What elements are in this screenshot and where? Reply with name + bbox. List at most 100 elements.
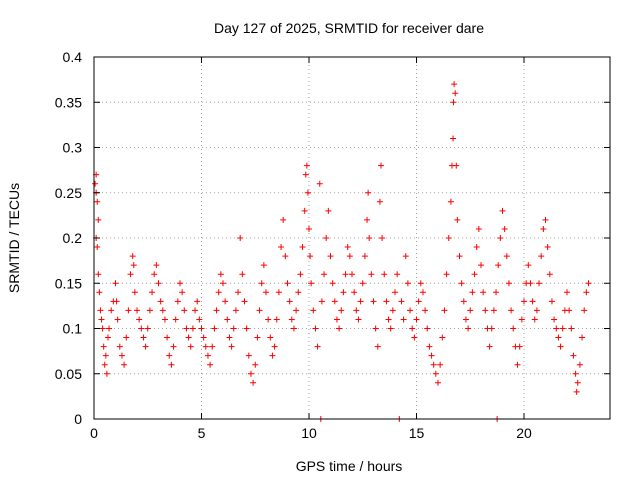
data-point — [98, 316, 105, 323]
data-point — [207, 361, 214, 368]
x-axis-label: GPS time / hours — [296, 458, 403, 474]
data-point — [450, 135, 457, 142]
data-point — [471, 271, 478, 278]
data-point — [527, 280, 534, 287]
data-point — [566, 307, 573, 314]
data-point — [501, 225, 508, 232]
data-point — [456, 253, 463, 260]
x-tick-labels: 0 5 10 15 20 — [90, 425, 532, 441]
data-point — [142, 343, 149, 350]
data-point — [368, 271, 375, 278]
data-point — [432, 370, 439, 377]
x-tick-label: 20 — [516, 425, 532, 441]
data-point — [222, 298, 229, 305]
data-point — [301, 207, 308, 214]
chart-title: Day 127 of 2025, SRMTID for receiver dar… — [214, 20, 484, 36]
y-axis-label: SRMTID / TECUs — [6, 183, 22, 293]
data-point — [518, 316, 525, 323]
data-point — [204, 352, 211, 359]
data-point — [127, 271, 134, 278]
data-point — [372, 325, 379, 332]
data-point — [490, 307, 497, 314]
data-point — [447, 198, 454, 205]
data-point — [129, 253, 136, 260]
data-point — [138, 325, 145, 332]
data-point — [460, 298, 467, 305]
data-point — [533, 307, 540, 314]
data-point — [430, 361, 437, 368]
data-point — [538, 253, 545, 260]
y-tick-label: 0.25 — [55, 185, 82, 201]
data-point — [288, 316, 295, 323]
data-point — [245, 352, 252, 359]
y-tick-label: 0.1 — [63, 321, 83, 337]
data-point — [402, 253, 409, 260]
y-tick-labels: 0 0.05 0.1 0.15 0.2 0.25 0.3 0.35 0.4 — [55, 49, 82, 427]
data-point — [321, 271, 328, 278]
data-point — [252, 361, 259, 368]
data-point — [125, 307, 132, 314]
data-point — [411, 334, 418, 341]
data-point — [113, 298, 120, 305]
data-point — [282, 253, 289, 260]
data-point — [349, 271, 355, 278]
data-point — [480, 289, 487, 296]
data-point — [331, 298, 338, 305]
data-point — [267, 334, 274, 341]
y-tick-label: 0.2 — [63, 230, 83, 246]
data-point — [239, 271, 246, 278]
data-point — [187, 343, 194, 350]
data-point — [445, 235, 452, 241]
data-point — [149, 289, 156, 296]
x-tick-label: 15 — [409, 425, 425, 441]
data-point — [183, 325, 190, 332]
data-point — [295, 289, 302, 296]
data-point — [454, 216, 461, 223]
data-point — [140, 334, 147, 341]
data-point — [235, 289, 242, 296]
data-point — [379, 235, 386, 241]
axis-ticks — [93, 56, 610, 420]
data-point — [450, 99, 457, 106]
data-point — [157, 298, 164, 305]
data-point — [510, 325, 517, 332]
data-point — [194, 298, 201, 305]
data-point — [486, 343, 493, 350]
data-point — [389, 307, 396, 314]
data-point — [336, 325, 343, 332]
data-point — [469, 289, 476, 296]
data-point — [353, 307, 360, 314]
data-point — [256, 307, 263, 314]
data-point — [548, 298, 555, 305]
data-point — [452, 90, 459, 97]
data-point — [435, 379, 441, 386]
data-point — [302, 171, 309, 178]
data-point — [299, 244, 306, 251]
data-point — [306, 225, 312, 232]
data-point — [265, 316, 272, 323]
data-point — [385, 316, 392, 323]
data-point — [576, 361, 583, 368]
data-point — [540, 225, 547, 232]
data-point — [254, 334, 261, 341]
data-point — [94, 198, 101, 205]
data-point — [297, 271, 304, 278]
data-point — [237, 235, 244, 241]
data-point — [407, 307, 414, 314]
data-point — [357, 298, 364, 305]
data-point — [458, 280, 465, 287]
data-point — [153, 262, 160, 269]
data-point — [559, 325, 566, 332]
data-point — [97, 307, 104, 314]
data-point — [103, 370, 110, 377]
data-point — [555, 334, 562, 341]
data-point — [462, 316, 469, 323]
data-point — [131, 289, 138, 296]
data-point — [383, 298, 390, 305]
data-point — [310, 307, 317, 314]
data-point — [164, 334, 171, 341]
data-point — [130, 262, 137, 269]
data-point — [465, 325, 472, 332]
data-point — [340, 289, 347, 296]
